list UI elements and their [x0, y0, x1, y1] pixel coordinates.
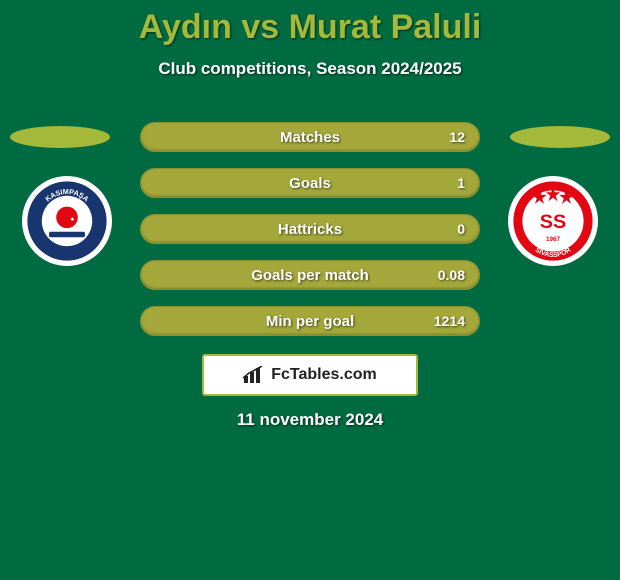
bar-chart-icon — [243, 366, 265, 384]
stat-value: 0 — [457, 221, 465, 237]
stat-label: Hattricks — [141, 221, 479, 238]
player-marker-right — [510, 126, 610, 148]
brand-text: FcTables.com — [271, 366, 377, 384]
stat-label: Goals — [141, 175, 479, 192]
svg-text:SS: SS — [540, 211, 566, 233]
club-badge-right: SS 1967 SİVASSPOR — [508, 176, 598, 266]
comparison-card: Aydın vs Murat Paluli Club competitions,… — [0, 0, 620, 580]
svg-text:1967: 1967 — [546, 236, 561, 243]
stat-row: Min per goal 1214 — [140, 306, 480, 336]
subtitle: Club competitions, Season 2024/2025 — [0, 59, 620, 79]
stat-row: Goals per match 0.08 — [140, 260, 480, 290]
page-title: Aydın vs Murat Paluli — [0, 0, 620, 47]
stat-value: 1214 — [434, 313, 465, 329]
stat-row: Matches 12 — [140, 122, 480, 152]
kasimpasa-badge-icon: KASIMPAŞA — [22, 176, 112, 266]
club-badge-left: KASIMPAŞA — [22, 176, 112, 266]
stat-value: 12 — [449, 129, 465, 145]
date-text: 11 november 2024 — [0, 410, 620, 430]
brand-badge: FcTables.com — [202, 354, 418, 396]
sivasspor-badge-icon: SS 1967 SİVASSPOR — [508, 176, 598, 266]
stat-value: 0.08 — [438, 267, 465, 283]
stats-list: Matches 12 Goals 1 Hattricks 0 Goals per… — [140, 122, 480, 352]
stat-label: Matches — [141, 129, 479, 146]
stat-row: Goals 1 — [140, 168, 480, 198]
stat-label: Min per goal — [141, 313, 479, 330]
stat-row: Hattricks 0 — [140, 214, 480, 244]
stat-label: Goals per match — [141, 267, 479, 284]
stat-value: 1 — [457, 175, 465, 191]
player-marker-left — [10, 126, 110, 148]
